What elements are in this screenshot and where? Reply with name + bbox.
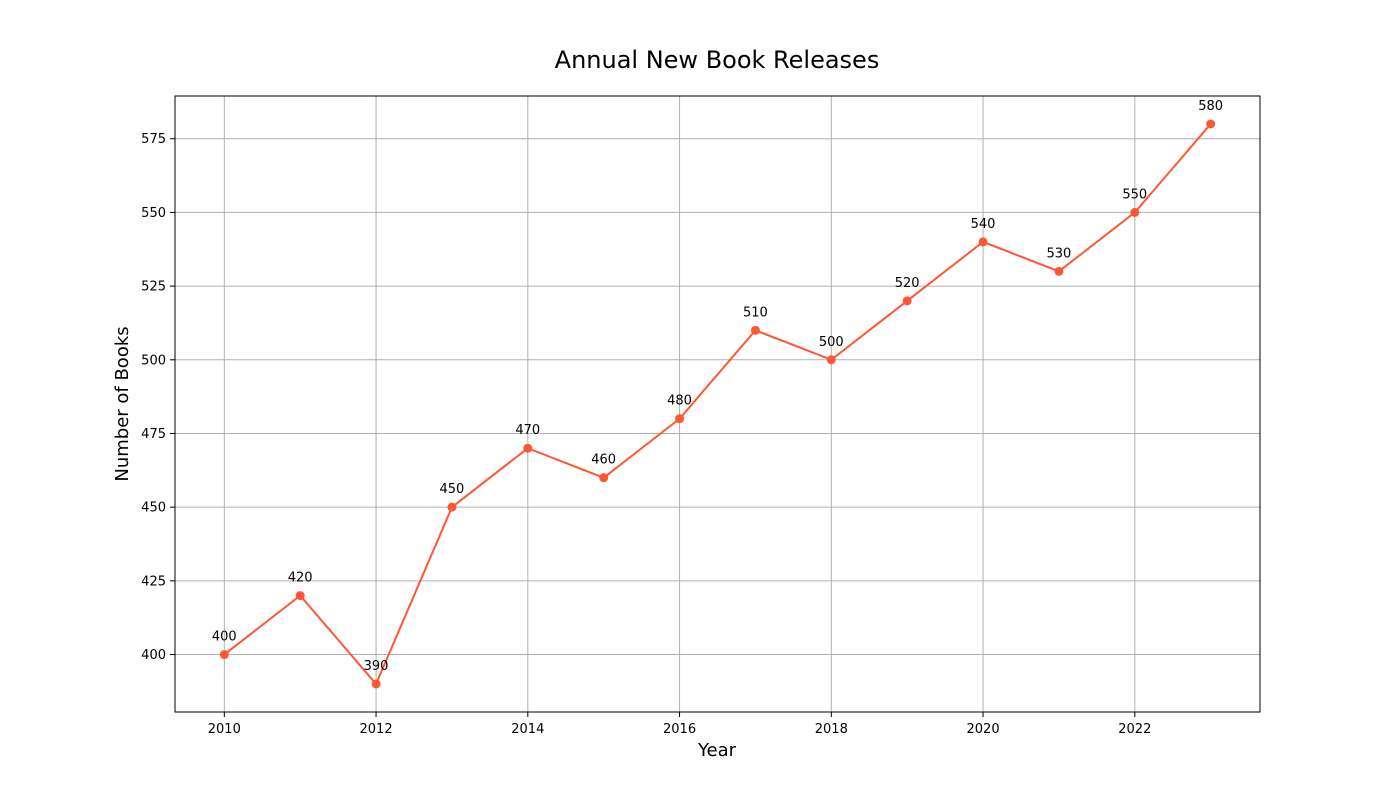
data-point [1054,266,1064,276]
chart-title: Annual New Book Releases [555,46,880,74]
x-tick-label: 2020 [967,722,1000,737]
data-point [295,591,305,601]
grid [175,96,1260,712]
data-label: 450 [440,482,465,497]
data-label: 470 [515,423,540,438]
data-label: 480 [667,394,692,409]
data-point [371,679,381,689]
y-tick-label: 400 [141,648,166,663]
data-point [675,414,685,424]
data-point [826,355,836,365]
data-label: 420 [288,571,313,586]
y-tick-label: 525 [141,280,166,295]
y-tick-label: 500 [141,353,166,368]
axes-ticks: 2010 2012 2014 2016 2018 2020 2022 400 425 450 475… [141,132,1151,737]
y-tick-label: 450 [141,501,166,516]
x-axis-label: Year [697,740,737,761]
data-point [750,325,760,335]
y-tick-label: 550 [141,206,166,221]
data-point [1130,207,1140,217]
series-line [223,123,1212,686]
data-label: 520 [895,276,920,291]
x-tick-label: 2012 [360,722,393,737]
y-tick-label: 425 [141,574,166,589]
y-axis-label: Number of Books [112,326,133,481]
data-label: 400 [212,630,237,645]
data-point [219,650,229,660]
data-point [902,296,912,306]
data-label: 550 [1122,187,1147,202]
x-tick-label: 2010 [208,722,241,737]
x-tick-label: 2016 [663,722,696,737]
x-tick-label: 2018 [815,722,848,737]
data-label: 460 [591,453,616,468]
data-point [599,473,609,483]
x-tick-label: 2022 [1118,722,1151,737]
data-label: 500 [819,335,844,350]
series-layer: 400 420 390 450 470 460 480 510 500 520 540 530 550 5… [212,99,1223,689]
data-point [523,443,533,453]
y-tick-label: 575 [141,132,166,147]
data-label: 530 [1047,246,1072,261]
data-label: 510 [743,305,768,320]
data-label: 540 [971,217,996,232]
data-label: 390 [364,659,389,674]
data-label: 580 [1198,99,1223,114]
y-tick-label: 475 [141,427,166,442]
plot-frame [174,95,1261,713]
data-point [978,237,988,247]
data-point [447,502,457,512]
data-point [1206,119,1216,129]
x-tick-label: 2014 [511,722,544,737]
